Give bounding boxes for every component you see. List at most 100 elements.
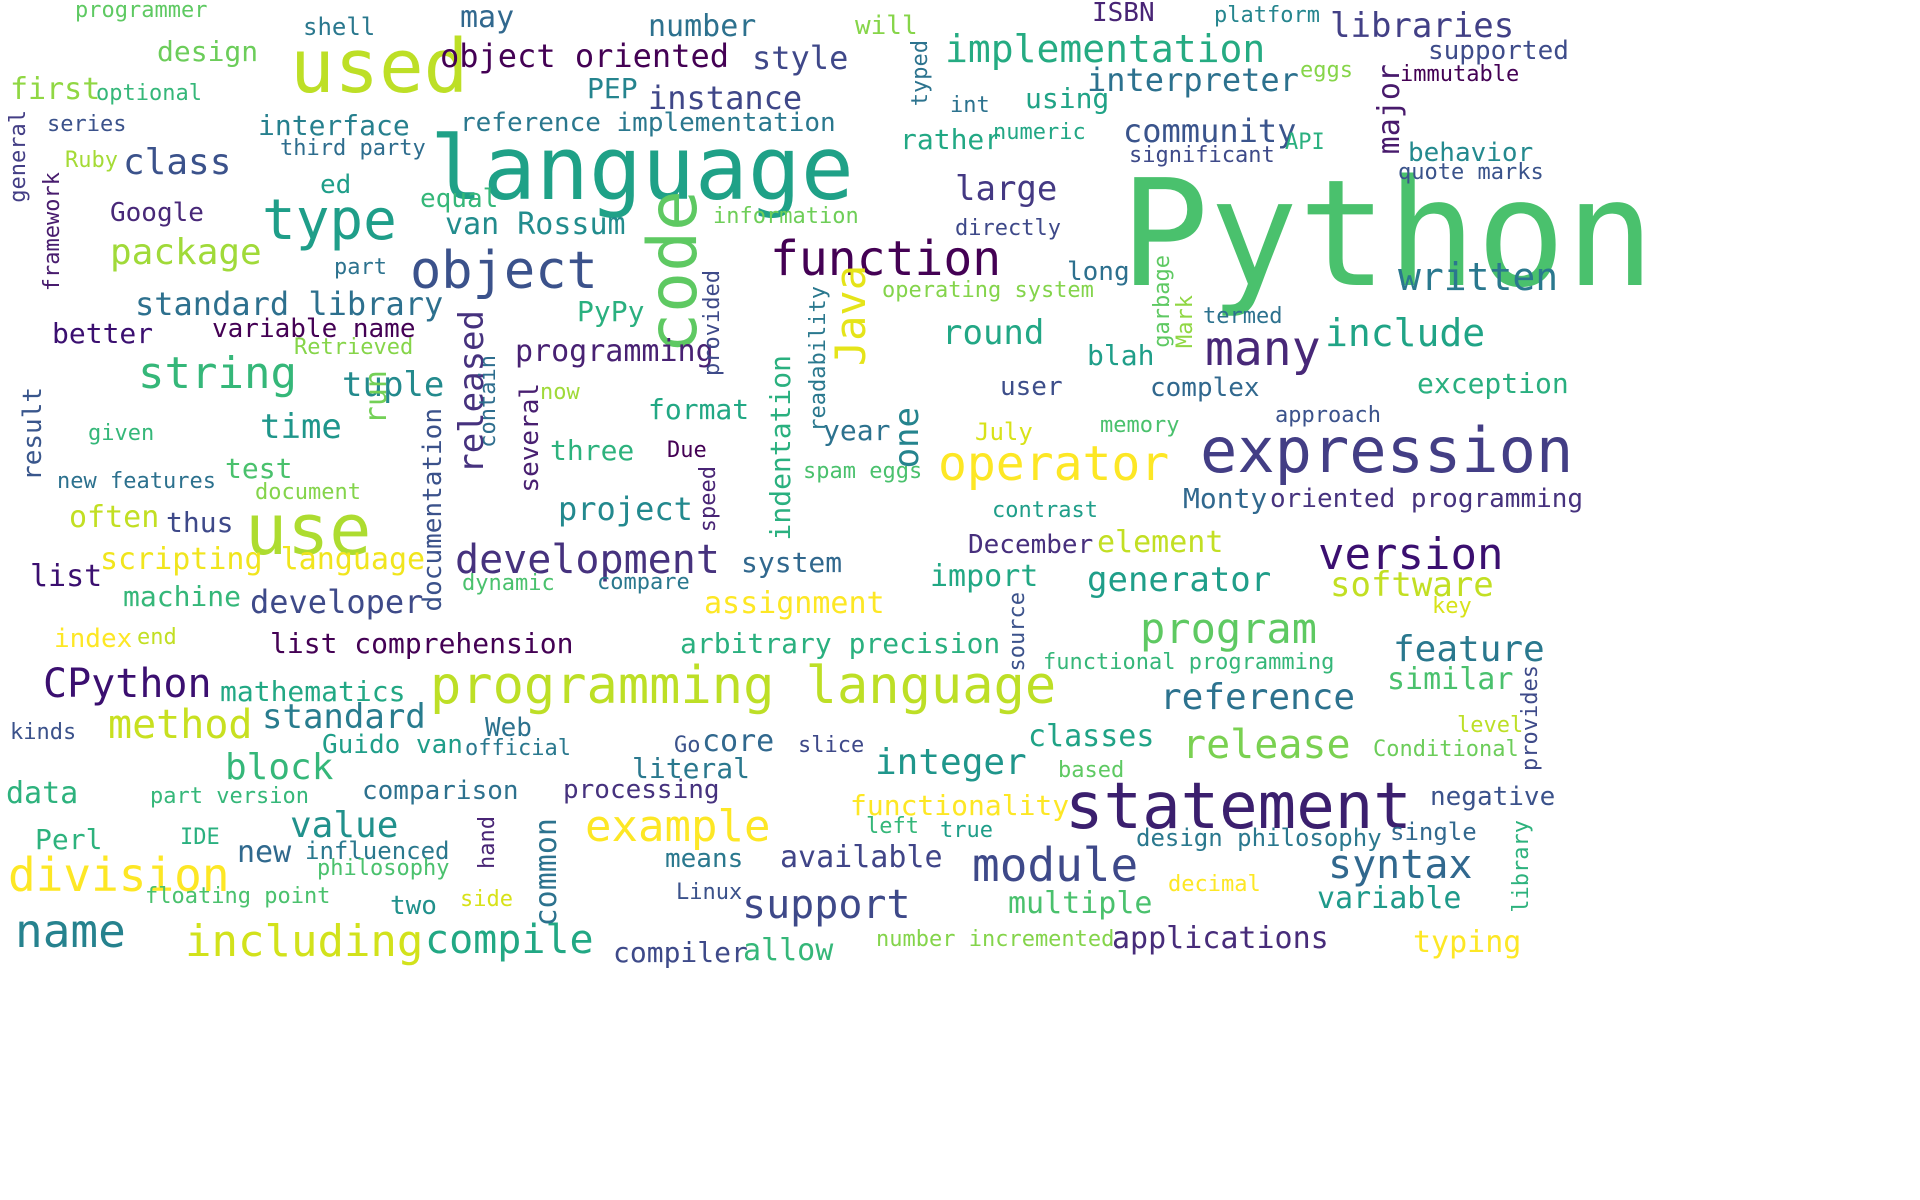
word-object: object (410, 241, 598, 301)
word-reference-implementation: reference implementation (460, 108, 836, 138)
word-package: package (110, 232, 262, 273)
word-linux: Linux (676, 880, 743, 905)
word-user: user (1000, 372, 1063, 402)
word-true: true (940, 818, 993, 843)
word-scripting-language: scripting language (100, 542, 426, 577)
word-element: element (1097, 525, 1224, 560)
word-programmer: programmer (75, 0, 208, 23)
word-means: means (665, 844, 744, 874)
word-expression: expression (1200, 414, 1574, 487)
word-termed: termed (1203, 304, 1283, 329)
word-significant: significant (1129, 143, 1275, 168)
word-operator: operator (938, 436, 1170, 492)
word-pypy: PyPy (577, 295, 645, 328)
word-method: method (108, 702, 253, 748)
word-interface: interface (258, 109, 410, 142)
word-due: Due (667, 438, 707, 463)
word-operating-system: operating system (882, 278, 1094, 303)
word-complex: complex (1150, 373, 1260, 403)
word-oriented-programming: oriented programming (1270, 484, 1584, 514)
word-reference: reference (1160, 677, 1356, 718)
word-allow: allow (743, 933, 834, 968)
word-processing: processing (563, 775, 720, 805)
word-hand: hand (475, 816, 500, 869)
word-compile: compile (425, 917, 594, 963)
word-list-comprehension: list comprehension (270, 627, 574, 660)
word-block: block (225, 747, 334, 788)
word-garbage: garbage (1150, 255, 1175, 348)
word-java: Java (826, 265, 875, 367)
word-library: library (1509, 820, 1534, 913)
word-july: July (975, 418, 1033, 446)
word-variable-name: variable name (212, 314, 416, 344)
word-web: Web (485, 713, 532, 743)
word-division: division (8, 848, 230, 902)
word-example: example (585, 801, 771, 852)
word-literal: literal (632, 752, 751, 785)
word-generator: generator (1087, 560, 1272, 600)
word-compiler: compiler (613, 936, 748, 969)
word-van-rossum: van Rossum (445, 207, 626, 242)
word-name: name (15, 904, 126, 958)
word-contain: contain (476, 355, 501, 448)
word-code: code (634, 190, 713, 354)
word-mathematics: mathematics (220, 675, 406, 708)
word-available: available (780, 840, 943, 875)
word-immutable: immutable (1400, 62, 1520, 87)
word-blah: blah (1087, 339, 1155, 372)
word-exception: exception (1417, 367, 1569, 400)
word-syntax: syntax (1328, 842, 1473, 888)
word-program: program (1140, 604, 1318, 653)
word-ruby: Ruby (65, 148, 118, 173)
word-isbn: ISBN (1092, 0, 1155, 28)
word-monty: Monty (1183, 482, 1268, 515)
word-first: first (10, 72, 101, 107)
word-project: project (558, 490, 693, 528)
word-interpreter: interpreter (1087, 61, 1299, 99)
word-tuple: tuple (342, 365, 445, 405)
word-int: int (950, 93, 990, 118)
word-ide: IDE (180, 825, 220, 850)
word-index: index (54, 624, 133, 654)
word-core: core (702, 724, 775, 759)
word-system: system (741, 546, 843, 579)
word-provided: provided (700, 270, 725, 376)
word-dynamic: dynamic (462, 571, 555, 596)
word-part-version: part version (150, 784, 309, 809)
word-standard-library: standard library (135, 285, 444, 323)
word-decimal: decimal (1168, 872, 1261, 897)
word-year: year (823, 414, 891, 447)
word-thus: thus (166, 506, 234, 539)
word-applications: applications (1112, 921, 1329, 956)
word-numeric: numeric (993, 120, 1086, 145)
word-developer: developer (250, 583, 424, 621)
word-typing: typing (1413, 925, 1522, 960)
word-style: style (752, 39, 849, 77)
word-quote-marks: quote marks (1398, 160, 1544, 185)
word-machine: machine (123, 580, 242, 613)
word-indentation: indentation (764, 355, 797, 541)
word-may: may (460, 0, 515, 35)
word-classes: classes (1028, 719, 1155, 754)
word-readability: readability (806, 286, 831, 432)
word-pep: PEP (587, 72, 638, 105)
word-official: official (465, 736, 571, 761)
word-rather: rather (900, 123, 1002, 156)
word-approach: approach (1275, 403, 1381, 428)
word-using: using (1025, 82, 1110, 115)
word-often: often (69, 500, 160, 535)
word-end: end (137, 625, 177, 650)
word-design-philosophy: design philosophy (1136, 824, 1382, 852)
word-side: side (460, 887, 513, 912)
word-eggs: eggs (1300, 58, 1353, 83)
word-number: number (648, 9, 757, 44)
word-feature: feature (1393, 629, 1545, 670)
word-series: series (47, 112, 127, 137)
word-common: common (529, 818, 564, 927)
word-community: community (1123, 112, 1297, 150)
word-instance: instance (648, 79, 803, 117)
word-now: now (540, 380, 580, 405)
word-optional: optional (96, 81, 202, 106)
word-typed: typed (908, 40, 933, 107)
word-value: value (290, 805, 399, 846)
